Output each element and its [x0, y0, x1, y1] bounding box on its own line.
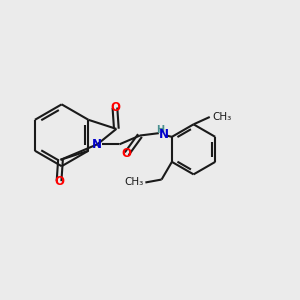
Text: N: N [159, 128, 169, 141]
Text: O: O [110, 101, 120, 114]
Text: N: N [92, 138, 102, 151]
Text: CH₃: CH₃ [125, 178, 144, 188]
Text: CH₃: CH₃ [212, 112, 231, 122]
Text: O: O [122, 147, 132, 160]
Text: H: H [157, 124, 165, 135]
Text: O: O [54, 175, 64, 188]
